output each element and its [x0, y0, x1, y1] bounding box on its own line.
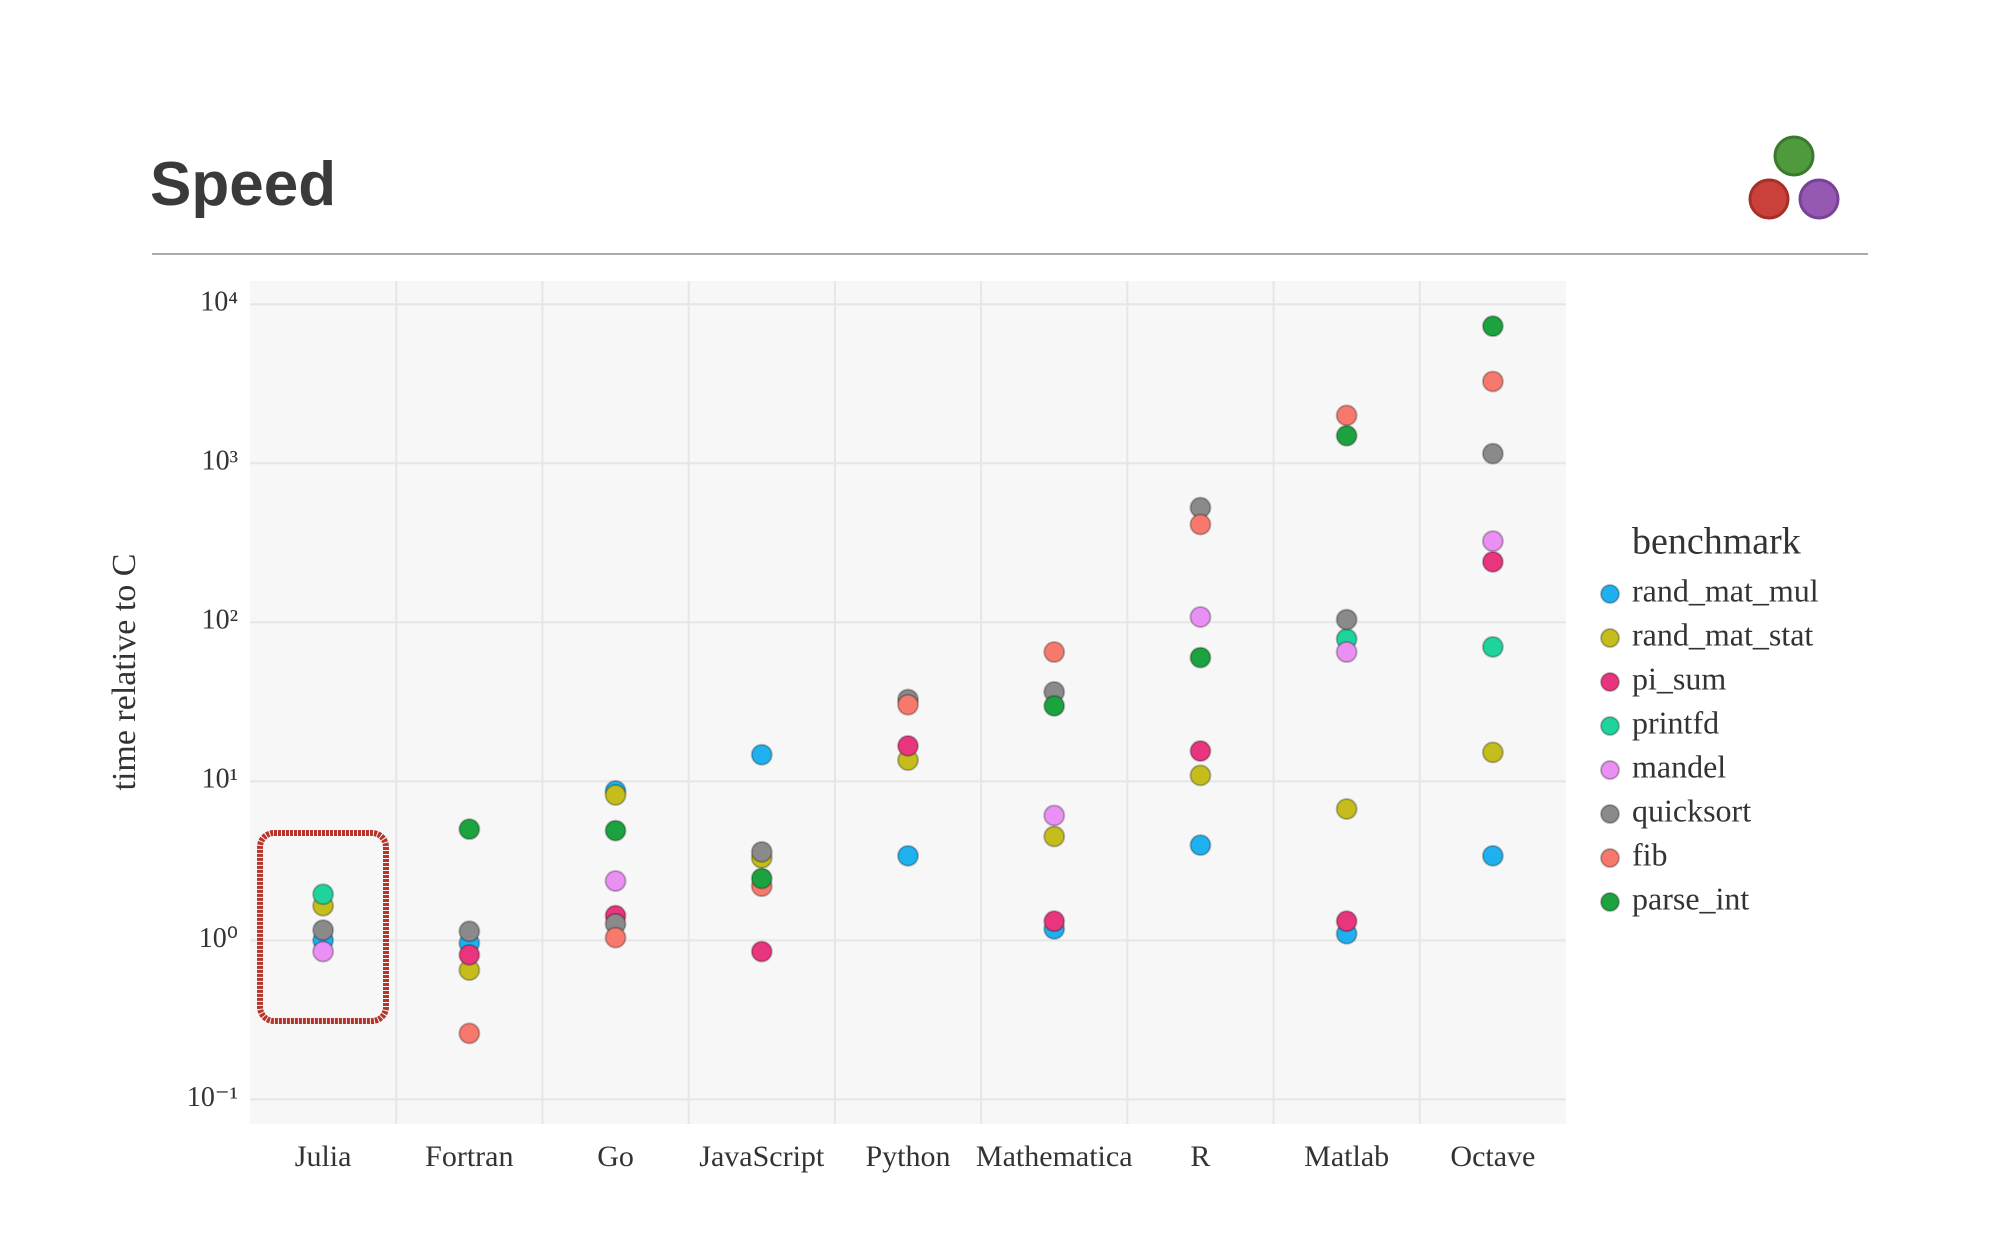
point — [604, 784, 627, 807]
point — [1189, 513, 1212, 536]
logo-dot — [1773, 135, 1815, 177]
point — [1043, 804, 1066, 827]
x-tick-label: Octave — [1450, 1140, 1535, 1173]
point — [750, 940, 773, 963]
point — [1481, 442, 1504, 465]
y-tick-label: 10² — [202, 605, 238, 636]
point — [750, 840, 773, 863]
legend-label: pi_sum — [1632, 660, 1726, 696]
point — [1335, 608, 1358, 631]
point — [1189, 605, 1212, 628]
logo — [1748, 135, 1840, 220]
point — [1481, 741, 1504, 764]
y-axis-title: time relative to C — [106, 554, 143, 791]
x-tick-label: JavaScript — [699, 1140, 825, 1173]
point — [750, 867, 773, 890]
point — [1335, 641, 1358, 664]
legend-title: benchmark — [1632, 521, 1801, 563]
point — [604, 819, 627, 842]
legend-marker — [1600, 584, 1620, 604]
slide-title: Speed — [150, 150, 336, 219]
x-tick-label: Mathematica — [976, 1140, 1133, 1173]
point — [1335, 404, 1358, 427]
legend-marker — [1600, 804, 1620, 824]
legend-label: quicksort — [1632, 792, 1751, 828]
legend-marker — [1600, 892, 1620, 912]
x-tick-label: Matlab — [1304, 1140, 1389, 1173]
point — [312, 919, 335, 942]
logo-dot — [1798, 178, 1840, 220]
point — [750, 743, 773, 766]
point — [1189, 740, 1212, 763]
legend-label: rand_mat_stat — [1632, 616, 1813, 652]
y-tick-label: 10⁻¹ — [187, 1082, 238, 1113]
x-tick-label: Python — [865, 1140, 950, 1173]
y-tick-label: 10³ — [202, 446, 238, 477]
legend-marker — [1600, 672, 1620, 692]
point — [1335, 424, 1358, 447]
point — [1043, 694, 1066, 717]
point — [1481, 315, 1504, 338]
point — [1335, 797, 1358, 820]
point — [1189, 834, 1212, 857]
logo-dot — [1748, 178, 1790, 220]
point — [458, 943, 481, 966]
y-tick-label: 10⁰ — [199, 923, 238, 954]
point — [458, 1022, 481, 1045]
legend-label: parse_int — [1632, 880, 1749, 916]
point — [897, 844, 919, 867]
legend-marker — [1600, 848, 1620, 868]
point — [1481, 550, 1504, 573]
point — [604, 926, 627, 949]
legend-marker — [1600, 628, 1620, 648]
legend-marker — [1600, 716, 1620, 736]
point — [312, 883, 335, 906]
point — [1189, 646, 1212, 669]
x-tick-label: Julia — [295, 1140, 352, 1173]
point — [1043, 641, 1066, 664]
legend-marker — [1600, 760, 1620, 780]
highlight-box — [257, 830, 389, 1024]
y-tick-label: 10¹ — [202, 764, 238, 795]
x-tick-label: Fortran — [425, 1140, 513, 1173]
point — [1481, 635, 1504, 658]
point — [1043, 825, 1066, 848]
point — [1481, 844, 1504, 867]
legend-label: mandel — [1632, 748, 1726, 784]
point — [1481, 530, 1504, 553]
point — [458, 920, 481, 943]
point — [897, 734, 919, 757]
x-tick-label: Go — [597, 1140, 634, 1173]
point — [458, 818, 481, 841]
point — [1189, 764, 1212, 787]
y-tick-label: 10⁴ — [200, 287, 238, 318]
legend-label: printfd — [1632, 704, 1719, 740]
point — [604, 870, 627, 893]
point — [1481, 370, 1504, 393]
legend-label: rand_mat_mul — [1632, 572, 1819, 608]
point — [1335, 910, 1358, 933]
point — [312, 940, 335, 963]
x-tick-label: R — [1190, 1140, 1210, 1173]
legend-label: fib — [1632, 836, 1668, 872]
point — [1043, 910, 1066, 933]
point — [897, 693, 919, 716]
